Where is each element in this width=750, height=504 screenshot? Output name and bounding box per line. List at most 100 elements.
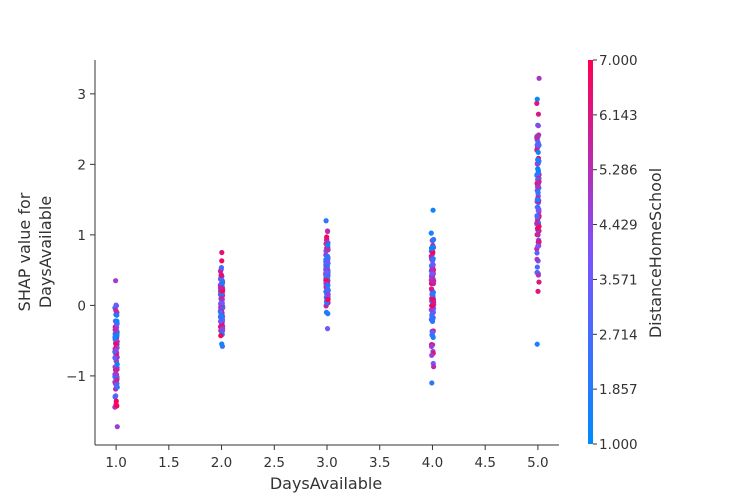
scatter-point [324, 234, 330, 240]
scatter-point [114, 366, 120, 373]
scatter-point [113, 393, 119, 399]
y-tick-label: 3 [77, 87, 86, 103]
scatter-point [534, 96, 540, 102]
x-tick-label: 1.0 [105, 455, 126, 471]
scatter-point [324, 253, 331, 259]
scatter-point [112, 355, 118, 361]
scatter-point [430, 207, 436, 213]
y-tick-label: −1 [66, 369, 86, 385]
scatter-point [323, 269, 330, 275]
colorbar-gradient [588, 60, 593, 444]
scatter-point [218, 333, 224, 339]
scatter-point [323, 218, 329, 224]
colorbar-tick-label: 5.286 [599, 163, 638, 179]
scatter-point [534, 341, 540, 347]
scatter-point [534, 135, 540, 141]
scatter-point [430, 300, 437, 306]
colorbar-tick-label: 1.000 [599, 437, 638, 453]
scatter-point [325, 247, 331, 253]
scatter-point [219, 300, 225, 306]
scatter-point [323, 276, 329, 283]
scatter-point [325, 242, 331, 248]
y-tick-label: 1 [77, 228, 86, 244]
scatter-point [430, 262, 436, 268]
scatter-point [429, 270, 435, 276]
scatter-point [430, 256, 436, 262]
colorbar-tick-label: 2.714 [599, 327, 638, 343]
x-tick-label: 3.0 [316, 455, 337, 471]
scatter-point [113, 371, 119, 377]
y-axis-title-group: SHAP value for DaysAvailable [15, 192, 55, 311]
scatter-point [429, 313, 435, 319]
scatter-point [534, 100, 540, 106]
x-tick-label: 1.5 [158, 455, 179, 471]
scatter-point [113, 347, 119, 354]
scatter-point [325, 286, 331, 292]
scatter-point [112, 327, 118, 333]
x-tick-label: 5.0 [527, 455, 548, 471]
scatter-point [535, 123, 541, 129]
scatter-point [219, 249, 225, 256]
scatter-point [535, 111, 542, 117]
scatter-point [219, 280, 226, 286]
y-tick-label: 0 [77, 298, 86, 314]
scatter-point [431, 364, 437, 370]
x-tick-label: 2.0 [211, 455, 232, 471]
scatter-point [114, 318, 120, 324]
scatter-point [114, 361, 120, 367]
scatter-point [219, 258, 225, 264]
colorbar-label: DistanceHomeSchool [646, 168, 665, 338]
scatter-point [113, 307, 119, 313]
x-tick-label: 3.5 [369, 455, 390, 471]
colorbar-tick-label: 7.000 [599, 53, 638, 69]
scatter-point [114, 377, 120, 383]
x-ticks: 1.0 1.5 2.0 2.5 3.0 3.5 4.0 4.5 5.0 [105, 445, 549, 471]
scatter-point [535, 288, 541, 294]
scatter-point [429, 292, 435, 298]
scatter-point [536, 158, 542, 164]
scatter-point [534, 264, 540, 270]
scatter-point [325, 296, 331, 303]
scatter-point [325, 291, 331, 297]
colorbar-ticks: 1.000 1.857 2.714 3.571 4.429 5.286 6.143 7.000 [593, 53, 638, 453]
scatter-point [219, 341, 225, 347]
scatter-point [536, 179, 542, 185]
scatter-point [535, 239, 541, 245]
scatter-point [218, 264, 225, 271]
scatter-point [218, 295, 225, 301]
scatter-point [113, 398, 119, 404]
scatter-point [534, 225, 541, 231]
colorbar: 1.000 1.857 2.714 3.571 4.429 5.286 6.143 7.000… [588, 53, 665, 453]
scatter-point [535, 232, 541, 238]
scatter-point [428, 286, 435, 292]
scatter-point [220, 326, 226, 332]
scatter-point [217, 309, 224, 315]
x-tick-label: 4.5 [474, 455, 495, 471]
scatter-point [535, 197, 541, 203]
scatter-point [324, 326, 331, 332]
scatter-point [534, 220, 540, 226]
scatter-point [535, 189, 541, 196]
scatter-point [325, 282, 331, 288]
scatter-point [429, 380, 435, 386]
scatter-point [113, 278, 119, 284]
scatter-point [536, 279, 542, 285]
scatter-point [535, 166, 541, 172]
scatter-point [114, 332, 120, 338]
y-axis-title-line1-text: SHAP value for [15, 192, 34, 311]
scatter-point [323, 309, 330, 315]
scatter-point [534, 142, 540, 148]
x-tick-label: 4.0 [422, 455, 443, 471]
scatter-point [114, 403, 120, 409]
x-axis-title: DaysAvailable [270, 474, 382, 493]
scatter-point [428, 245, 435, 251]
scatter-point [534, 256, 540, 262]
scatter-point [430, 333, 436, 339]
scatter-point [536, 75, 542, 81]
colorbar-tick-label: 1.857 [599, 382, 638, 398]
scatter-point [428, 343, 435, 350]
scatter-point [535, 243, 541, 249]
scatter-point [535, 272, 541, 278]
